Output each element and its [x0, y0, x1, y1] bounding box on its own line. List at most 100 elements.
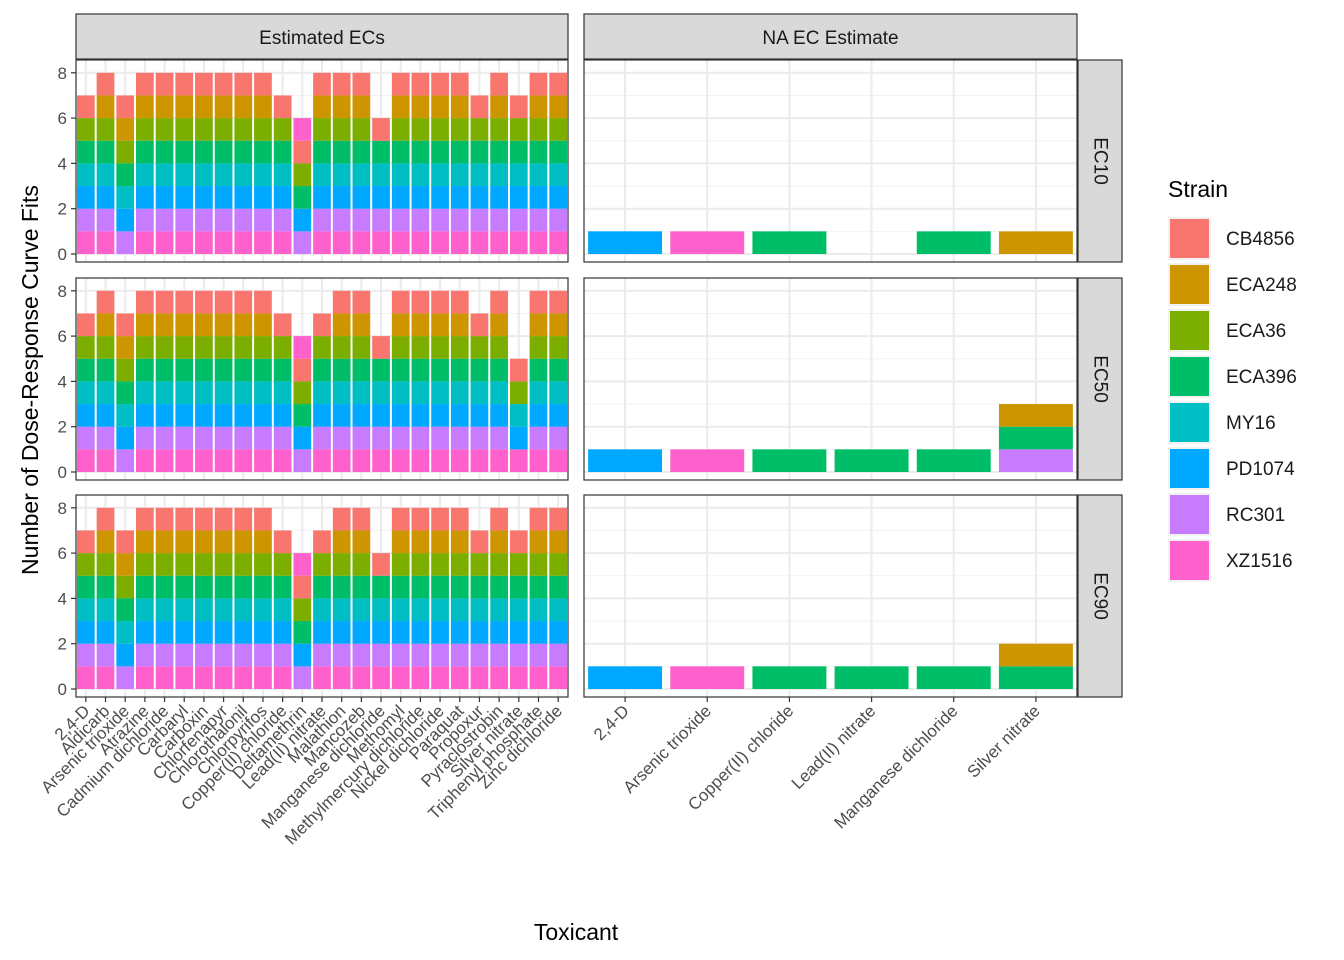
y-tick-label: 4: [58, 372, 67, 391]
bar-segment-rc301: [549, 208, 568, 232]
bar-segment-pd1074: [254, 404, 272, 427]
bar-segment-cb4856: [254, 507, 272, 531]
bar-segment-eca36: [313, 336, 331, 359]
bar-segment-eca396: [509, 575, 528, 599]
bar-segment-rc301: [411, 208, 430, 232]
bar-segment-pd1074: [116, 208, 135, 232]
bar-segment-rc301: [431, 426, 449, 450]
bar-segment-my16: [116, 621, 135, 644]
bar-segment-eca36: [214, 553, 233, 576]
bar-segment-xz1516: [155, 666, 174, 689]
bar-segment-eca36: [175, 118, 194, 141]
bar-segment-pd1074: [490, 186, 508, 209]
bar-segment-eca248: [998, 231, 1073, 254]
bar-segment-eca36: [273, 336, 292, 359]
bar-segment-rc301: [529, 208, 548, 232]
bar-segment-pd1074: [509, 426, 528, 450]
bar-segment-rc301: [116, 666, 135, 689]
bar-segment-pd1074: [431, 186, 449, 209]
bar-segment-my16: [372, 381, 390, 405]
bar-segment-eca396: [450, 140, 469, 164]
bar-segment-eca396: [313, 358, 331, 382]
bar-segment-cb4856: [116, 530, 135, 554]
bar-segment-cb4856: [372, 118, 390, 141]
bar-segment-rc301: [372, 208, 390, 232]
bar-segment-eca248: [391, 313, 410, 337]
bar-segment-eca36: [431, 336, 449, 359]
bar-segment-rc301: [332, 208, 351, 232]
bar-segment-xz1516: [450, 666, 469, 689]
bar-segment-xz1516: [450, 231, 469, 254]
panel-border: [583, 494, 1078, 698]
bar-segment-my16: [313, 163, 331, 187]
bar-segment-cb4856: [155, 290, 174, 314]
bar-segment-pd1074: [175, 186, 194, 209]
y-tick-label: 0: [58, 245, 67, 264]
bar-segment-pd1074: [588, 449, 663, 472]
facet-strip-ec10: [1077, 59, 1123, 263]
bar-segment-eca36: [549, 336, 568, 359]
bar-segment-rc301: [352, 643, 371, 667]
bar-segment-eca248: [549, 95, 568, 119]
bar-segment-cb4856: [214, 72, 233, 96]
bar-segment-cb4856: [431, 290, 449, 314]
bar-segment-my16: [332, 598, 351, 622]
bar-segment-eca248: [175, 95, 194, 119]
bar-segment-xz1516: [431, 449, 449, 472]
bar-segment-rc301: [470, 208, 489, 232]
bar-segment-eca396: [195, 358, 213, 382]
bar-segment-eca36: [450, 553, 469, 576]
bar-segment-cb4856: [450, 72, 469, 96]
bar-segment-xz1516: [549, 666, 568, 689]
bar-segment-eca396: [834, 666, 909, 689]
bar-segment-my16: [313, 598, 331, 622]
bar-segment-pd1074: [175, 621, 194, 644]
bar-segment-rc301: [175, 643, 194, 667]
bar-segment-eca248: [116, 553, 135, 576]
bar-segment-eca36: [490, 118, 508, 141]
bar-segment-pd1074: [470, 621, 489, 644]
bar-segment-eca248: [313, 95, 331, 119]
bar-segment-cb4856: [254, 72, 272, 96]
bar-segment-xz1516: [490, 449, 508, 472]
bar-segment-eca248: [136, 530, 154, 554]
bar-segment-eca248: [998, 643, 1073, 667]
bar-segment-eca248: [529, 95, 548, 119]
bar-segment-cb4856: [155, 507, 174, 531]
bar-segment-eca396: [214, 140, 233, 164]
bar-segment-cb4856: [293, 575, 312, 599]
bar-segment-cb4856: [273, 530, 292, 554]
bar-segment-xz1516: [670, 231, 745, 254]
bar-segment-eca36: [391, 118, 410, 141]
bar-segment-xz1516: [352, 666, 371, 689]
bar-segment-xz1516: [332, 666, 351, 689]
bar-segment-eca396: [431, 575, 449, 599]
bar-segment-eca248: [175, 530, 194, 554]
y-tick-label: 4: [58, 154, 67, 173]
bar-segment-my16: [155, 163, 174, 187]
bar-segment-eca36: [490, 553, 508, 576]
bar-segment-eca396: [332, 140, 351, 164]
bar-segment-my16: [155, 598, 174, 622]
bar-segment-pd1074: [214, 621, 233, 644]
bar-segment-eca396: [529, 358, 548, 382]
bar-segment-eca248: [352, 95, 371, 119]
bar-segment-eca396: [470, 140, 489, 164]
bar-segment-eca248: [391, 95, 410, 119]
bar-segment-xz1516: [411, 231, 430, 254]
bar-segment-eca36: [116, 575, 135, 599]
bar-segment-pd1074: [254, 186, 272, 209]
bar-segment-xz1516: [96, 231, 115, 254]
panel-background: [584, 278, 1077, 480]
bar-segment-xz1516: [76, 231, 95, 254]
bar-segment-xz1516: [670, 666, 745, 689]
bar-segment-eca248: [96, 530, 115, 554]
bar-segment-cb4856: [450, 507, 469, 531]
bar-segment-eca36: [234, 118, 253, 141]
bar-segment-eca396: [313, 575, 331, 599]
bar-segment-cb4856: [490, 290, 508, 314]
bar-segment-my16: [450, 381, 469, 405]
bar-segment-xz1516: [352, 449, 371, 472]
bar-segment-xz1516: [136, 231, 154, 254]
bar-segment-rc301: [411, 426, 430, 450]
